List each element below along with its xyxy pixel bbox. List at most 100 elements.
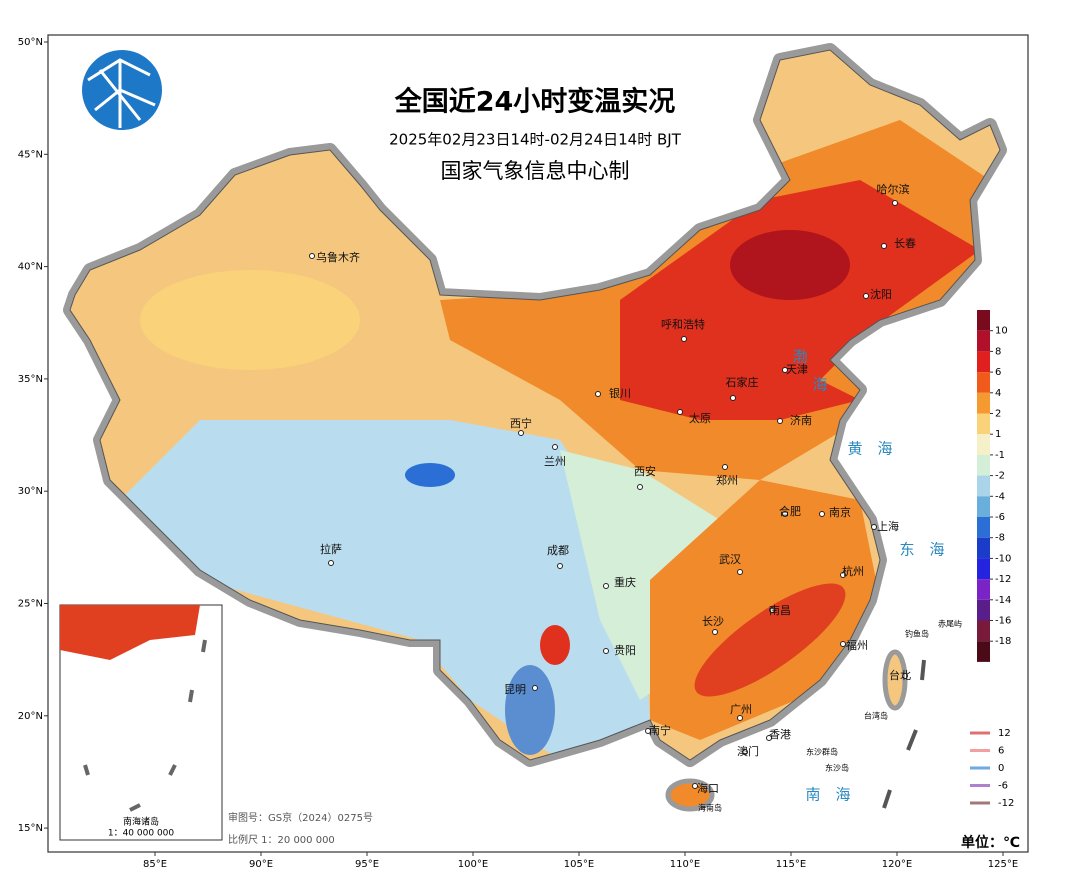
colorbar-label: 10: [995, 326, 1008, 337]
city-dot: [737, 569, 743, 575]
map-scale: 比例尺 1：20 000 000: [228, 833, 335, 846]
city-dot: [692, 783, 698, 789]
island-label: 钓鱼岛: [905, 629, 929, 639]
contour-label: -12: [998, 798, 1014, 809]
colorbar-label: -2: [995, 471, 1005, 482]
city-dot: [769, 607, 775, 613]
title: 全国近24小时变温实况: [394, 86, 676, 118]
city-label: 重庆: [614, 575, 636, 589]
city-label: 杭州: [842, 564, 864, 578]
colorbar-swatch: [977, 537, 990, 559]
city-label: 昆明: [504, 683, 526, 696]
city-dot: [840, 641, 846, 647]
sea-label: 东 海: [899, 541, 944, 559]
city-dot: [777, 418, 783, 424]
contour-label: -6: [998, 781, 1008, 792]
sea-label: 渤: [792, 348, 807, 366]
city-dot: [645, 728, 651, 734]
colorbar-label: 2: [995, 409, 1001, 420]
colorbar-label: -1: [995, 450, 1005, 461]
city-dot: [518, 430, 524, 436]
city-dot: [532, 685, 538, 691]
colorbar-swatch: [977, 351, 990, 373]
city-dot: [557, 563, 563, 569]
city-label: 乌鲁木齐: [316, 250, 360, 264]
colorbar-swatch: [977, 599, 990, 621]
city-label: 海口: [697, 781, 719, 795]
city-label: 天津: [786, 363, 808, 376]
city-dot: [603, 583, 609, 589]
colorbar-swatch: [977, 475, 990, 497]
colorbar-label: -16: [995, 616, 1011, 627]
colorbar-label: -10: [995, 553, 1011, 564]
city-label: 石家庄: [726, 375, 759, 389]
approval-number: 审图号：GS京（2024）0275号: [228, 811, 373, 824]
city-label: 南京: [829, 505, 851, 519]
colorbar-swatch: [977, 372, 990, 393]
producer: 国家气象信息中心制: [441, 159, 630, 183]
city-label: 上海: [877, 519, 899, 533]
city-dot: [737, 715, 743, 721]
colorbar-label: -6: [995, 512, 1005, 523]
city-dot: [902, 673, 908, 679]
city-label: 广州: [730, 703, 752, 716]
unit: 单位：℃: [961, 834, 1020, 851]
colorbar-swatch: [977, 641, 990, 662]
city-dot: [552, 444, 558, 450]
city-label: 南宁: [649, 723, 671, 737]
colorbar-swatch: [977, 496, 990, 517]
city-dot: [730, 395, 736, 401]
lon-label: 115°E: [776, 859, 806, 870]
island-label: 台湾岛: [864, 711, 888, 721]
colorbar-swatch: [977, 310, 990, 331]
city-dot: [595, 391, 601, 397]
city-label: 拉萨: [320, 542, 342, 556]
city-label: 南昌: [769, 604, 791, 617]
city-label: 澳门: [737, 744, 759, 758]
city-label: 长沙: [702, 615, 724, 628]
lat-label: 50°N: [18, 37, 43, 48]
city-label: 济南: [790, 413, 812, 427]
lat-label: 20°N: [18, 711, 43, 722]
lon-label: 85°E: [143, 859, 167, 870]
hainan: [665, 778, 715, 812]
colorbar-label: 1: [995, 429, 1001, 440]
contour-label: 0: [998, 763, 1004, 774]
colorbar-label: -8: [995, 533, 1005, 544]
colorbar-label: -18: [995, 636, 1011, 647]
colorbar-label: -14: [995, 595, 1011, 606]
city-dot: [677, 409, 683, 415]
contour-label: 12: [998, 728, 1011, 739]
inset-dashes: [83, 639, 207, 812]
lat-label: 30°N: [18, 486, 43, 497]
city-label: 成都: [547, 544, 569, 557]
colorbar-label: -12: [995, 574, 1011, 585]
city-label: 郑州: [716, 473, 738, 487]
colorbar-swatch: [977, 392, 990, 414]
city-dot: [637, 484, 643, 490]
city-dot: [722, 464, 728, 470]
city-label: 贵阳: [614, 644, 636, 657]
lat-label: 45°N: [18, 149, 43, 160]
city-dot: [782, 367, 788, 373]
city-label: 兰州: [544, 455, 566, 468]
lon-label: 95°E: [355, 859, 379, 870]
city-dot: [782, 511, 788, 517]
inset-scale: 1：40 000 000: [108, 829, 175, 839]
taiwan: [882, 649, 908, 711]
city-dot: [819, 511, 825, 517]
city-label: 武汉: [719, 553, 741, 566]
city-dot: [766, 735, 772, 741]
lon-label: 90°E: [249, 859, 273, 870]
colorbar-swatch: [977, 620, 990, 642]
colorbar-label: 6: [995, 367, 1001, 378]
sea-label: 南 海: [805, 786, 850, 804]
colorbar-swatch: [977, 413, 990, 435]
colorbar-swatch: [977, 330, 990, 352]
city-dot: [712, 629, 718, 635]
colorbar-swatch: [977, 579, 990, 600]
lon-label: 125°E: [988, 859, 1018, 870]
city-label: 呼和浩特: [661, 317, 705, 331]
colorbar-label: -4: [995, 491, 1005, 502]
